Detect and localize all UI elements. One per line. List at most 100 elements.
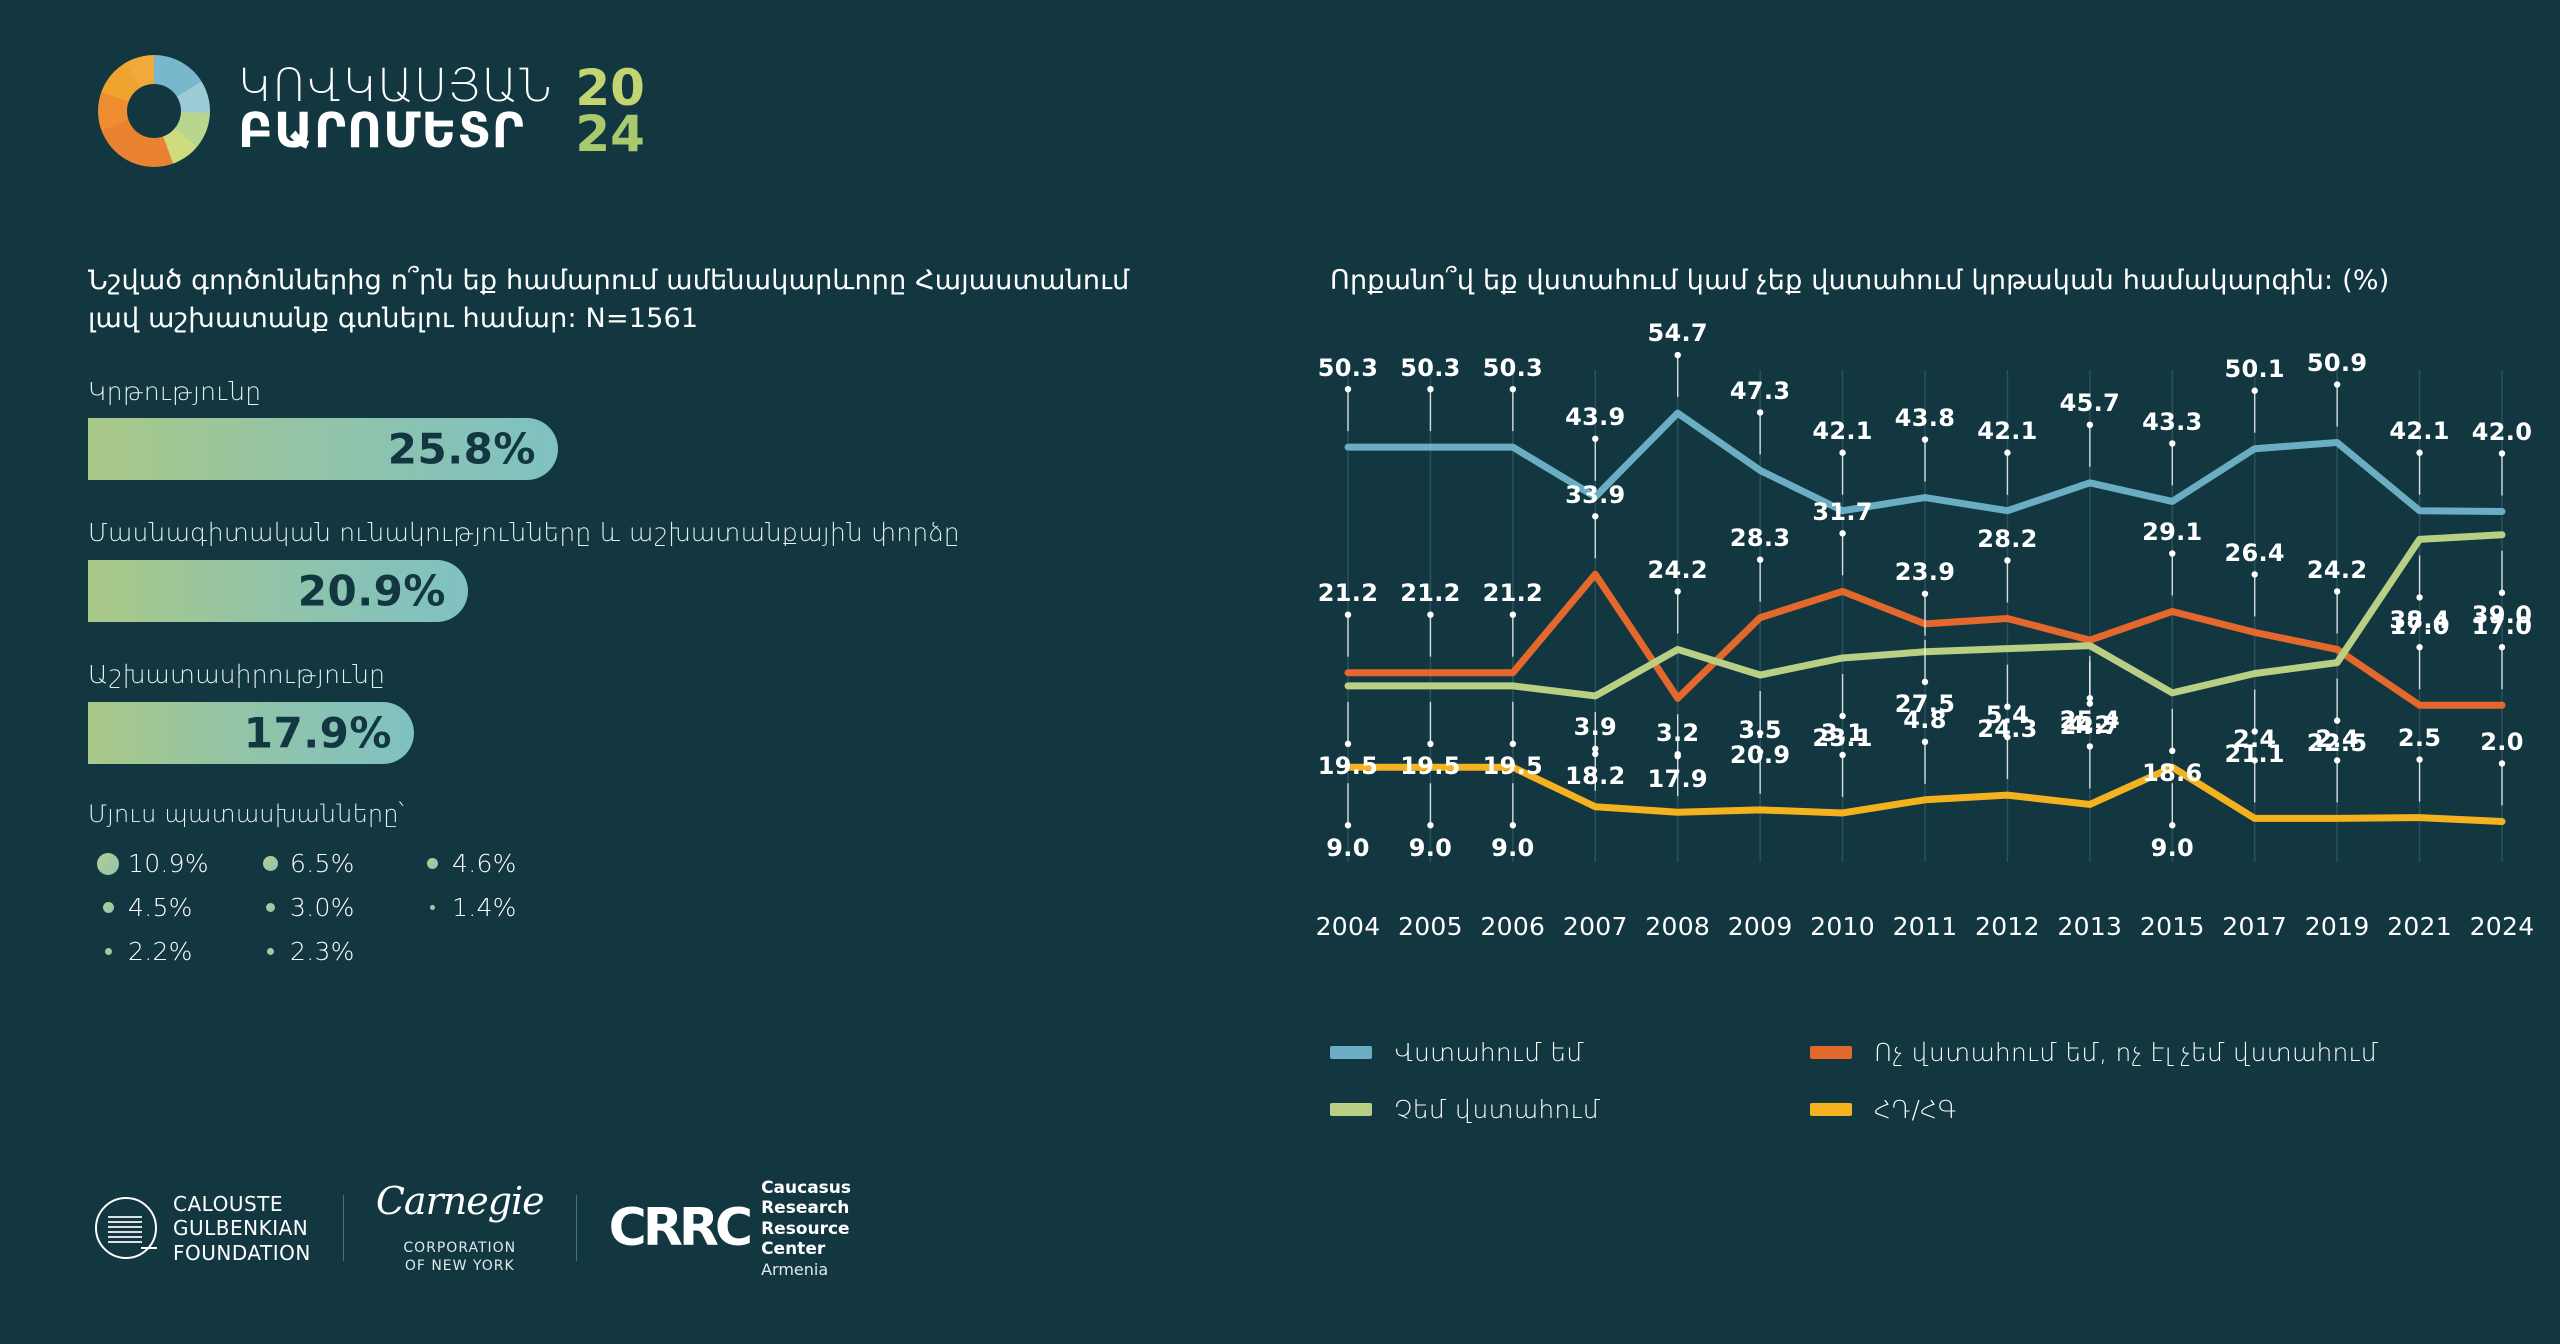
other-answer-item: 4.6% [412, 842, 574, 886]
bar-row: 25.8% [88, 418, 1188, 481]
x-axis-tick: 2013 [2057, 912, 2123, 942]
leader-dot [2086, 421, 2094, 429]
leader-dot [2251, 757, 2258, 764]
label-leaders [1344, 352, 2506, 829]
other-dot-box [88, 852, 128, 875]
data-label: 19.5 [1482, 752, 1544, 781]
other-answer-value: 10.9% [128, 849, 209, 879]
leader-dot [2251, 387, 2258, 395]
footer-divider [575, 1195, 577, 1262]
leader-dot [1839, 449, 1846, 457]
leader-dot [1756, 749, 1764, 756]
series-line [1344, 409, 2506, 516]
data-label: 43.9 [1565, 403, 1626, 432]
leader-dot [1509, 611, 1517, 619]
leader-dot [1756, 409, 1764, 416]
other-answers-section: Մյուս պատասխանները՝ 10.9% 4.5% 2.2% 6.5% 3.0… [88, 800, 1188, 974]
x-axis-tick: 2005 [1398, 912, 1463, 942]
data-label: 2.5 [2397, 723, 2442, 752]
chart-legend: Վստահում եմ Ոչ վստահում եմ, ոչ էլ չեմ վստ… [1330, 1038, 2530, 1124]
data-label: 23.9 [1894, 558, 1956, 587]
leader-dot [1674, 352, 1681, 359]
data-label: 2.4 [2315, 724, 2359, 753]
line-chart: 50.3 50.3 50.3 43.9 54.7 47.3 42.1 43.8 42.1 45.7… [1316, 319, 2535, 982]
other-dot-icon [266, 948, 274, 956]
leader-dot [2416, 756, 2423, 764]
brand-line1: ԿՈՎԿԱՍՅԱՆ [238, 59, 554, 112]
bar-item: Մասնագիտական ունակությունները և աշխատանք… [88, 516, 1188, 623]
other-dot-box [88, 948, 128, 956]
bar-fill: 25.8% [88, 418, 558, 481]
leader-dot [2169, 747, 2176, 755]
data-label: 2.0 [2480, 727, 2524, 756]
data-label: 50.9 [2306, 348, 2368, 377]
legend-item[interactable]: Ոչ վստահում եմ, ոչ էլ չեմ վստահում [1810, 1038, 2530, 1067]
leader-dot [2416, 644, 2423, 651]
legend-item[interactable]: ՀԴ/ՀԳ [1810, 1095, 2530, 1124]
legend-item[interactable]: Վստահում եմ [1330, 1038, 1810, 1067]
leader-dot [2333, 757, 2341, 764]
other-answer-item: 6.5% [250, 842, 412, 886]
other-answers-grid: 10.9% 4.5% 2.2% 6.5% 3.0% 2.3% 4.6% 1.4% [88, 842, 1188, 974]
other-dot-box [250, 856, 290, 872]
footer-divider [342, 1195, 344, 1262]
x-axis-tick: 2021 [2387, 912, 2452, 942]
leader-dot [2416, 594, 2423, 601]
brand-logo: ԿՈՎԿԱՍՅԱՆ ԲԱՐՈՄԵՏՐ 20 24 [98, 55, 645, 167]
data-label: 3.9 [1573, 713, 1617, 742]
bar-value: 25.8% [387, 424, 536, 474]
x-axis-tick: 2019 [2304, 912, 2370, 942]
crrc-line2: Research [761, 1198, 850, 1219]
bar-fill: 17.9% [88, 701, 414, 764]
data-label: 23.1 [1812, 724, 1873, 753]
other-dot-box [250, 903, 290, 913]
leader-dot [1344, 386, 1352, 393]
x-axis-tick: 2015 [2139, 912, 2205, 942]
data-label: 42.0 [2471, 417, 2533, 446]
x-axis-tick: 2006 [1480, 912, 1546, 942]
carnegie-sub-line1: CORPORATION [403, 1239, 517, 1256]
bar-value: 20.9% [297, 566, 446, 616]
left-question-title: Նշված գործոններից ո՞րն եք համարում ամենա… [88, 265, 1130, 335]
gulbenkian-line1: CALOUSTE [173, 1191, 284, 1216]
data-label: 38.4 [2389, 605, 2450, 634]
leader-dot [2004, 703, 2011, 711]
data-label: 19.5 [1317, 752, 1379, 781]
other-answer-item: 10.9% [88, 842, 250, 886]
leader-dot [1592, 745, 1599, 753]
bar-label: Աշխատասիրությունը [88, 660, 386, 690]
other-answer-value: 3.0% [290, 893, 355, 923]
data-label: 18.6 [2142, 759, 2203, 788]
crrc-line5: Armenia [761, 1259, 829, 1279]
bar-value: 17.9% [243, 708, 392, 758]
data-label: 24.2 [1647, 555, 1708, 584]
other-answer-value: 2.2% [128, 937, 193, 967]
x-axis-tick: 2012 [1975, 912, 2040, 942]
data-label: 39.0 [2471, 601, 2533, 630]
other-dot-icon [429, 905, 435, 911]
other-answer-value: 4.5% [128, 893, 193, 923]
leader-dot [1509, 822, 1517, 829]
brand-year: 20 24 [575, 63, 645, 159]
data-label: 42.1 [1977, 417, 2038, 446]
data-label: 33.9 [1565, 480, 1626, 509]
carnegie-script: Carnegie [375, 1178, 545, 1223]
data-label: 24.2 [2306, 555, 2368, 584]
legend-item[interactable]: Չեմ վստահում [1330, 1095, 1810, 1124]
legend-swatch-icon [1810, 1046, 1852, 1059]
data-label: 18.2 [1565, 762, 1626, 791]
bar-row: 17.9% [88, 701, 1188, 764]
leader-dot [1427, 822, 1434, 829]
other-answers-column: 6.5% 3.0% 2.3% [250, 842, 412, 974]
legend-swatch-icon [1330, 1103, 1372, 1116]
bar-label: Մասնագիտական ունակությունները և աշխատանք… [88, 518, 960, 548]
leader-dot [1427, 611, 1434, 619]
other-answer-value: 4.6% [452, 849, 517, 879]
leader-dot [2004, 734, 2011, 741]
legend-label: ՀԴ/ՀԳ [1874, 1095, 1958, 1124]
data-label: 9.0 [1408, 833, 1453, 862]
leader-dot [2169, 822, 2176, 829]
other-answer-item: 2.3% [250, 930, 412, 974]
data-label: 9.0 [1491, 833, 1535, 862]
x-axis-tick: 2008 [1645, 912, 1711, 942]
